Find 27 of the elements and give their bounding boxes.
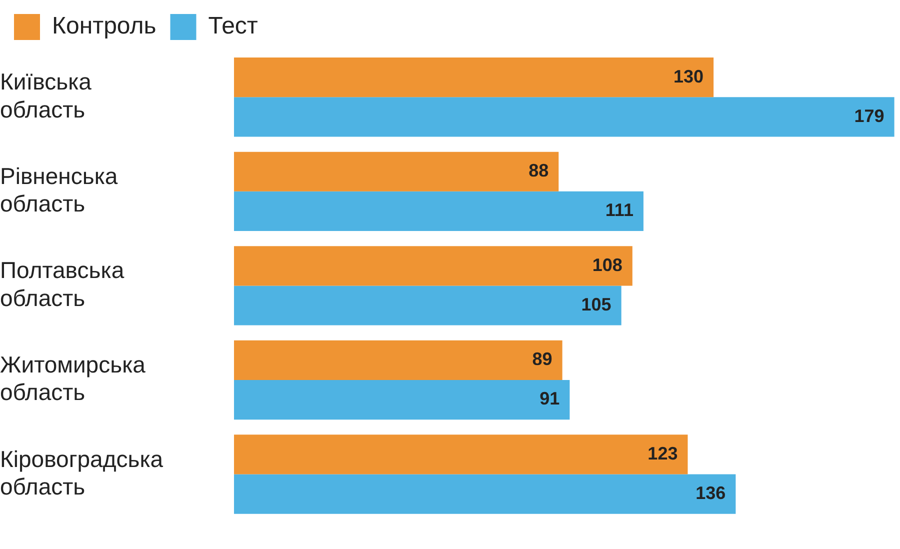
y-tick-label: Житомирська область xyxy=(0,352,146,406)
legend-label: Тест xyxy=(208,12,258,40)
data-label: 123 xyxy=(648,443,678,464)
y-tick-label: Полтавська область xyxy=(0,257,124,311)
bar xyxy=(234,286,622,326)
data-label: 130 xyxy=(674,66,704,86)
data-label: 136 xyxy=(696,483,726,504)
bar xyxy=(234,380,570,420)
data-label: 111 xyxy=(605,200,634,220)
data-label: 179 xyxy=(854,106,884,126)
data-label: 105 xyxy=(581,294,612,314)
bar xyxy=(234,191,644,232)
bar xyxy=(234,474,736,514)
bar xyxy=(234,97,894,137)
bar xyxy=(234,246,632,286)
bar xyxy=(234,434,688,474)
data-label: 89 xyxy=(532,349,552,370)
data-label: 88 xyxy=(528,160,549,181)
bar xyxy=(234,340,562,380)
bar xyxy=(234,58,714,98)
data-label: 108 xyxy=(592,254,622,275)
data-label: 91 xyxy=(540,388,560,409)
y-tick-label: Рівненська область xyxy=(0,162,118,217)
legend-label: Контроль xyxy=(52,12,156,40)
bar xyxy=(234,152,559,192)
y-tick-label: Кіровоградська область xyxy=(0,446,164,500)
y-tick-label: Київська область xyxy=(0,68,92,122)
